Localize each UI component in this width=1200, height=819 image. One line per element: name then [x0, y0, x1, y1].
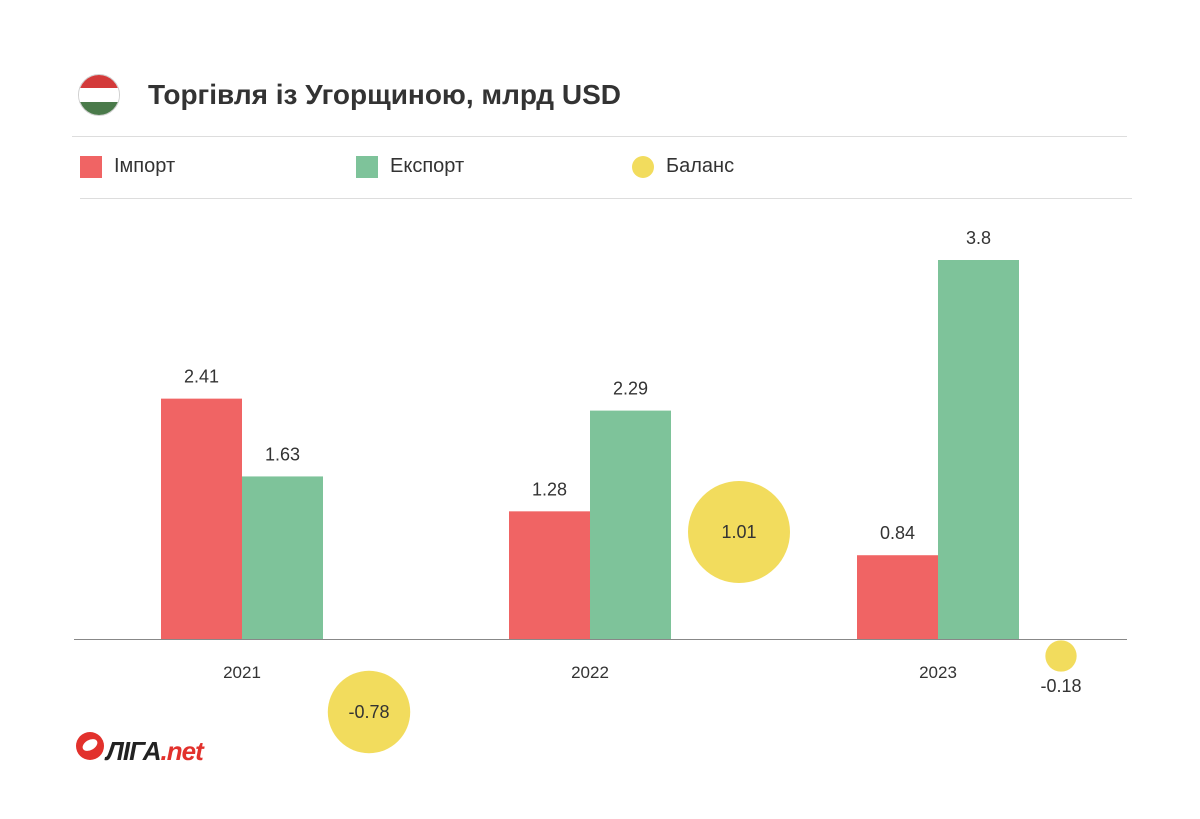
legend-label-import: Імпорт — [114, 155, 176, 177]
x-tick-label-2022: 2022 — [571, 663, 609, 682]
balance-bubble-2023 — [1045, 640, 1077, 672]
liga-logo-text: ЛІГА.net — [106, 736, 204, 767]
chart-legend: Імпорт Експорт Баланс — [80, 155, 1130, 181]
balance-label-2022: 1.01 — [721, 522, 756, 542]
balance-label-2021: -0.78 — [348, 702, 389, 722]
header-divider — [72, 136, 1127, 137]
bar-label-import-2023: 0.84 — [880, 523, 915, 543]
flag-stripe-green — [79, 101, 119, 115]
chart-header: Торгівля із Угорщиною, млрд USD — [78, 72, 621, 118]
bar-import-2023 — [857, 555, 938, 639]
bar-label-import-2021: 2.41 — [184, 367, 219, 387]
x-tick-label-2021: 2021 — [223, 663, 261, 682]
legend-label-balance: Баланс — [666, 155, 735, 177]
bar-import-2021 — [161, 398, 242, 639]
liga-logo-suffix: .net — [160, 736, 204, 766]
balance-bubble-2022 — [688, 481, 790, 583]
liga-logo-main: ЛІГА — [106, 736, 161, 766]
legend-item-balance: Баланс — [632, 155, 734, 178]
legend-item-import: Імпорт — [80, 155, 175, 178]
legend-swatch-import — [80, 155, 102, 178]
balance-label-2023: -0.18 — [1040, 676, 1081, 696]
legend-item-export: Експорт — [356, 155, 464, 178]
hungary-flag-icon — [78, 74, 120, 116]
bar-export-2021 — [242, 476, 323, 639]
bar-label-export-2023: 3.8 — [966, 228, 991, 248]
legend-divider — [80, 198, 1132, 199]
bar-export-2022 — [590, 410, 671, 639]
bar-label-import-2022: 1.28 — [532, 479, 567, 499]
bar-export-2023 — [938, 260, 1019, 639]
legend-swatch-balance — [632, 155, 654, 178]
chart-title: Торгівля із Угорщиною, млрд USD — [148, 79, 621, 110]
x-tick-label-2023: 2023 — [919, 663, 957, 682]
liga-logo: ЛІГА.net — [76, 724, 204, 767]
balance-bubble-2021 — [327, 670, 411, 754]
flag-stripe-red — [79, 75, 119, 89]
bar-label-export-2022: 2.29 — [613, 379, 648, 399]
legend-swatch-export — [356, 155, 378, 178]
flag-stripe-white — [79, 88, 119, 102]
legend-label-export: Експорт — [390, 155, 465, 177]
liga-logo-icon — [76, 731, 104, 760]
bar-label-export-2021: 1.63 — [265, 444, 300, 464]
bar-import-2022 — [509, 511, 590, 639]
